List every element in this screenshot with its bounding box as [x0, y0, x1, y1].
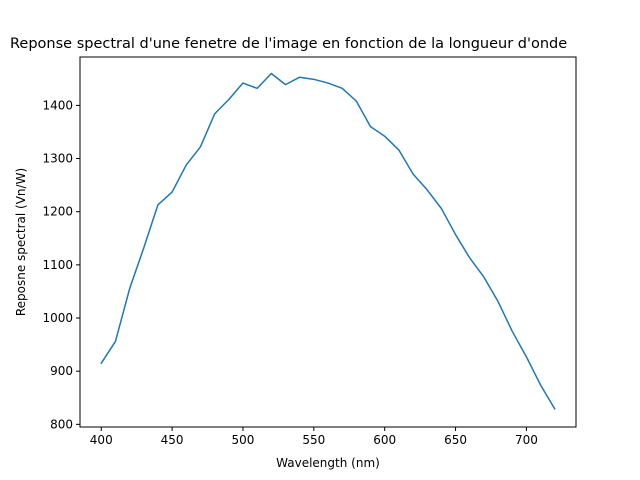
x-tick-label: 550: [302, 433, 325, 447]
y-tick-label: 1100: [42, 258, 73, 272]
y-tick-label: 800: [50, 417, 73, 431]
y-tick-label: 1000: [42, 311, 73, 325]
x-axis-label: Wavelength (nm): [276, 456, 380, 470]
x-tick-label: 450: [161, 433, 184, 447]
x-tick-label: 500: [232, 433, 255, 447]
chart-marks: [100, 72, 556, 410]
x-tick-label: 700: [515, 433, 538, 447]
x-tick-label: 400: [90, 433, 113, 447]
y-tick-label: 1200: [42, 205, 73, 219]
y-tick-label: 1300: [42, 152, 73, 166]
y-tick-label: 900: [50, 364, 73, 378]
plot-area: [80, 57, 576, 427]
x-tick-label: 600: [373, 433, 396, 447]
y-axis-label: Reposne spectral (Vn/W): [14, 168, 28, 316]
x-tick-label: 650: [444, 433, 467, 447]
y-tick-label: 1400: [42, 98, 73, 112]
x-axis-ticks: 400 450 500 550 600 650 700: [90, 427, 538, 447]
y-axis-ticks: 800 900 1000 1100 1200 1300 1400: [42, 98, 80, 431]
chart-title: Reponse spectral d'une fenetre de l'imag…: [10, 36, 567, 52]
plot-frame: [79, 56, 577, 428]
